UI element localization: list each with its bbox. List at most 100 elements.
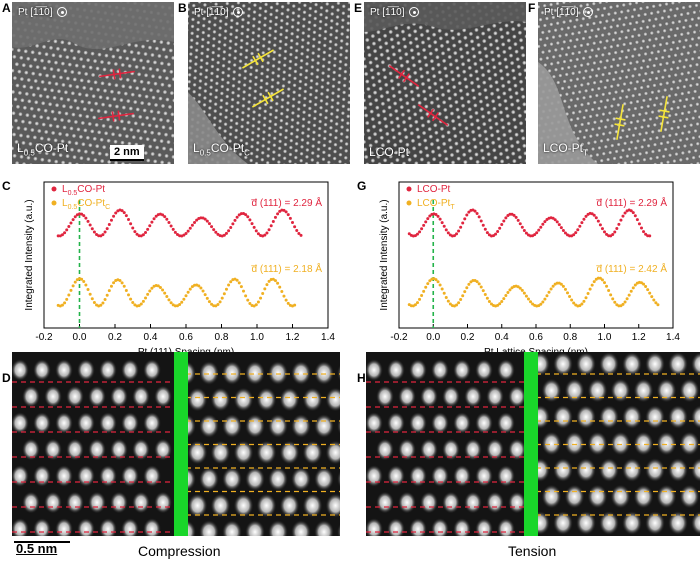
- atom-column: [248, 65, 254, 70]
- atom-column: [261, 43, 266, 49]
- atom-column: [257, 112, 262, 118]
- atom-column: [133, 120, 139, 127]
- atom-column: [218, 11, 224, 17]
- atom-column: [137, 114, 143, 120]
- atom-column: [318, 112, 323, 117]
- atom-column: [113, 82, 120, 88]
- atom-column: [391, 93, 397, 99]
- atom-column: [83, 71, 89, 77]
- panel-letter-g: G: [357, 179, 367, 193]
- atom-column: [13, 117, 19, 124]
- atom-column: [311, 43, 316, 49]
- atom-column: [295, 127, 300, 133]
- atom-column: [373, 97, 379, 103]
- atom-column: [236, 2, 241, 6]
- atom-column: [243, 68, 248, 74]
- atom-column: [283, 128, 289, 133]
- marker-tick: [118, 68, 122, 79]
- atom-column: [94, 143, 100, 149]
- atom-column: [92, 79, 99, 86]
- atom-column: [243, 148, 249, 153]
- atom-column: [284, 28, 290, 34]
- atom-column: [468, 72, 474, 78]
- atom-column: [456, 73, 462, 79]
- atom-column: [113, 61, 119, 67]
- atom-column: [326, 66, 332, 72]
- atom-column: [451, 84, 457, 90]
- atom-column: [228, 131, 233, 137]
- atom-column: [292, 82, 297, 88]
- amorphous-region: [188, 92, 248, 164]
- atom-column: [428, 51, 434, 57]
- atom-column: [254, 68, 259, 73]
- atom-column: [219, 84, 225, 89]
- atom-column: [408, 40, 414, 46]
- atom-column: [331, 70, 337, 75]
- atom-column: [260, 64, 265, 70]
- atom-column: [55, 46, 61, 52]
- atom-column: [229, 11, 235, 16]
- atom-column: [216, 53, 221, 59]
- atom-column: [74, 84, 80, 90]
- atom-column: [52, 137, 59, 144]
- atom-column: [205, 47, 211, 52]
- tem-image-e: Pt [1̅1̅0] LCO-Pt: [364, 2, 526, 164]
- atom-column: [159, 60, 165, 67]
- atom-column: [274, 8, 280, 13]
- atom-column: [237, 65, 243, 71]
- atom-column: [282, 55, 288, 61]
- atom-column: [312, 116, 318, 121]
- atom-column: [440, 50, 446, 56]
- atom-column: [388, 70, 394, 77]
- atom-column: [285, 7, 291, 13]
- atom-column: [346, 100, 350, 105]
- atom-column: [67, 160, 73, 164]
- atom-column: [329, 104, 335, 110]
- atom-column: [300, 30, 306, 36]
- atom-column: [223, 21, 229, 27]
- atom-column: [383, 123, 389, 129]
- atom-column: [14, 82, 21, 89]
- atom-column: [287, 66, 293, 71]
- atom-column: [414, 43, 421, 49]
- atom-column: [314, 81, 320, 87]
- atom-column: [302, 9, 307, 15]
- atom-column: [223, 28, 228, 34]
- atom-column: [401, 36, 407, 42]
- atom-column: [336, 93, 341, 99]
- atom-column: [53, 59, 59, 66]
- atom-column: [434, 54, 441, 60]
- atom-column: [163, 132, 169, 138]
- atom-column: [202, 9, 207, 15]
- atom-column: [102, 88, 108, 94]
- atom-column: [143, 72, 149, 78]
- atom-column: [140, 65, 147, 71]
- atom-column: [249, 151, 254, 156]
- atom-column: [152, 158, 158, 164]
- lattice-marker: [98, 110, 134, 122]
- atom-column: [415, 51, 422, 57]
- atom-column: [397, 89, 403, 95]
- atom-column: [202, 95, 208, 101]
- atom-column: [301, 109, 307, 115]
- atom-column: [255, 133, 261, 139]
- atom-column: [262, 29, 267, 35]
- atom-column: [421, 47, 427, 53]
- atom-column: [302, 96, 308, 101]
- tem-image-b: Pt [1̅1̅0] L0.5CO-PtC: [188, 2, 350, 164]
- atom-column: [324, 8, 330, 14]
- atom-column: [257, 105, 263, 111]
- atom-column: [250, 30, 256, 36]
- atom-column: [384, 89, 390, 95]
- atom-column: [374, 105, 380, 111]
- atom-column: [56, 109, 63, 116]
- atom-column: [395, 123, 402, 129]
- atom-column: [216, 46, 222, 52]
- atom-column: [96, 129, 102, 136]
- atom-column: [448, 61, 454, 68]
- atom-column: [252, 2, 258, 8]
- atom-column: [302, 3, 308, 8]
- atom-column: [272, 128, 278, 134]
- atom-column: [223, 114, 229, 120]
- atom-column: [279, 25, 284, 30]
